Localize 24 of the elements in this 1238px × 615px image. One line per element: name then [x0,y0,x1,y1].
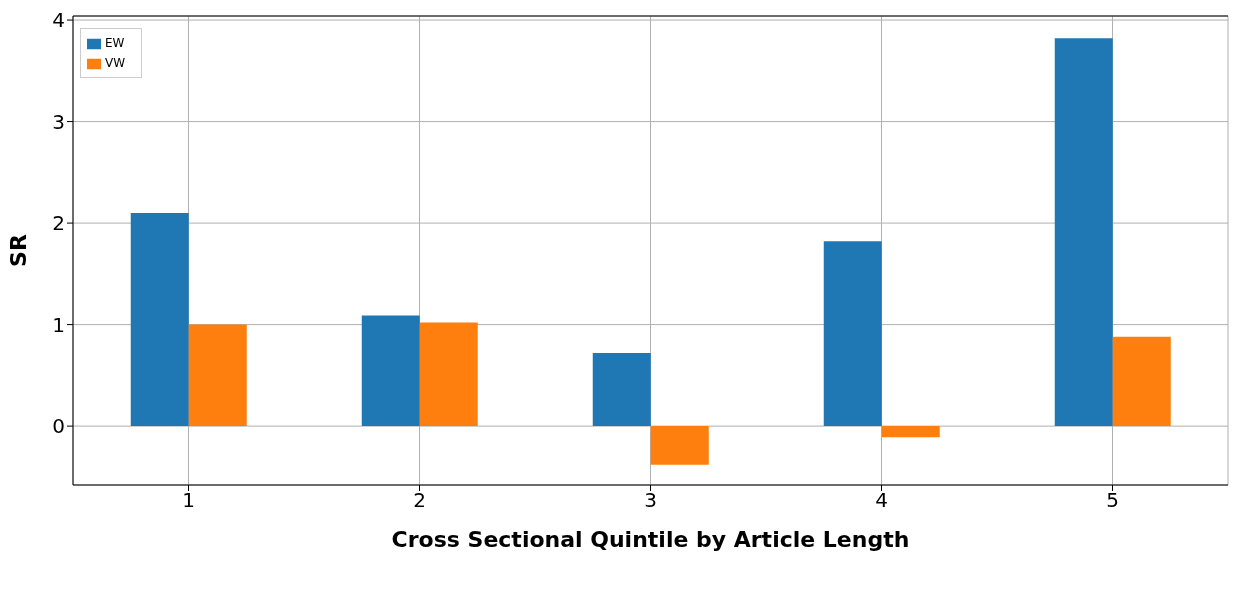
bar [130,212,189,427]
x-tick-label: 1 [182,488,195,513]
x-tick-label: 4 [875,488,888,513]
bar [361,315,420,427]
y-axis-title: SR [5,234,31,267]
y-tick-label: 0 [52,414,65,439]
x-tick-label: 2 [413,488,426,513]
bar [823,241,882,427]
x-tick-label: 5 [1106,488,1119,513]
bar [881,426,940,438]
bar [650,426,709,465]
legend-label: VW [105,56,126,70]
y-tick-label: 1 [52,312,65,337]
y-tick-label: 2 [52,211,65,236]
bar [1054,38,1113,427]
bar [1112,336,1171,427]
legend-label: EW [105,36,125,50]
bar [188,324,247,427]
y-tick-label: 4 [52,8,65,33]
x-tick-label: 3 [644,488,657,513]
bar [592,353,651,427]
y-tick-label: 3 [52,109,65,134]
x-axis-title: Cross Sectional Quintile by Article Length [391,527,910,552]
bar [419,322,478,427]
